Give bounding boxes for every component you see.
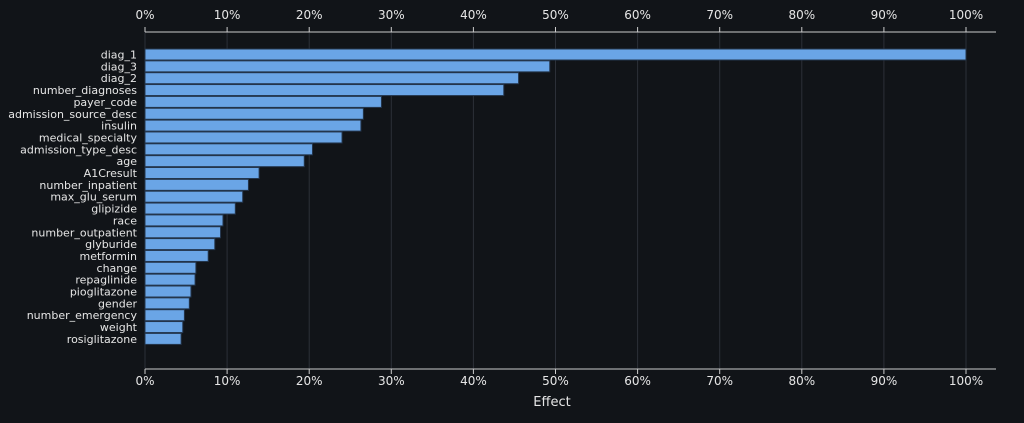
category-label-repaglinide: repaglinide [75,274,137,287]
x-tick-label-bottom-10: 100% [949,374,983,388]
bar-insulin [144,119,362,132]
bar-gender [144,297,190,310]
x-tick-label-bottom-5: 50% [542,374,569,388]
x-tick-label-top-6: 60% [624,8,651,22]
category-label-number_outpatient: number_outpatient [31,226,137,239]
x-tick-label-top-5: 50% [542,8,569,22]
x-tick-label-bottom-9: 90% [871,374,898,388]
category-label-pioglitazone: pioglitazone [70,286,137,299]
category-label-number_inpatient: number_inpatient [39,179,137,192]
category-label-age: age [117,155,138,168]
bar-admission_source_desc [144,107,364,120]
bar-diag_1 [144,48,967,61]
x-tick-label-bottom-1: 10% [214,374,241,388]
x-tick-label-top-10: 100% [949,8,983,22]
bar-number_diagnoses [144,84,505,97]
x-tick-label-bottom-0: 0% [135,374,154,388]
bar-race [144,214,224,227]
category-label-max_glu_serum: max_glu_serum [50,191,137,204]
bar-metformin [144,249,209,262]
category-label-glyburide: glyburide [85,238,137,251]
axes [144,27,996,374]
bar-repaglinide [144,273,196,286]
bar-diag_3 [144,60,551,73]
x-tick-label-top-1: 10% [214,8,241,22]
bar-weight [144,321,184,334]
bar-number_inpatient [144,178,249,191]
x-tick-label-bottom-3: 30% [378,374,405,388]
x-tick-label-bottom-4: 40% [460,374,487,388]
category-label-A1Cresult: A1Cresult [84,167,138,180]
x-tick-label-bottom-6: 60% [624,374,651,388]
category-label-race: race [113,214,137,227]
category-label-gender: gender [98,297,137,310]
bar-glyburide [144,238,216,251]
x-tick-label-top-9: 90% [871,8,898,22]
category-label-weight: weight [100,321,138,334]
x-tick-label-top-7: 70% [706,8,733,22]
category-label-diag_3: diag_3 [101,60,137,73]
category-label-change: change [97,262,138,275]
category-label-admission_type_desc: admission_type_desc [20,143,137,156]
labels: 0% 0% 10% 10% 20% 20% 30% 30% 40% 40% 50% 50% 60% 60%… [8,8,983,388]
x-tick-label-bottom-7: 70% [706,374,733,388]
x-tick-label-top-3: 30% [378,8,405,22]
bar-diag_2 [144,72,520,85]
x-tick-label-top-2: 20% [296,8,323,22]
category-label-number_diagnoses: number_diagnoses [33,84,137,97]
bar-max_glu_serum [144,190,244,203]
x-tick-label-top-0: 0% [135,8,154,22]
category-label-rosiglitazone: rosiglitazone [67,333,137,346]
category-label-metformin: metformin [80,250,137,263]
bar-admission_type_desc [144,143,313,156]
bar-change [144,261,197,274]
category-label-glipizide: glipizide [91,203,137,216]
category-label-diag_1: diag_1 [101,49,137,62]
x-tick-label-top-4: 40% [460,8,487,22]
x-tick-label-top-8: 80% [788,8,815,22]
category-label-insulin: insulin [101,120,137,133]
category-label-medical_specialty: medical_specialty [39,131,138,144]
x-axis-title: Effect [533,395,570,410]
bar-pioglitazone [144,285,192,298]
bar-rosiglitazone [144,332,182,345]
x-tick-label-bottom-2: 20% [296,374,323,388]
bars [144,48,967,345]
bar-number_emergency [144,309,185,322]
bar-age [144,155,305,168]
category-label-number_emergency: number_emergency [27,309,138,322]
bar-payer_code [144,95,382,108]
category-label-diag_2: diag_2 [101,72,137,85]
bar-medical_specialty [144,131,343,144]
bar-A1Cresult [144,167,260,179]
bar-number_outpatient [144,226,222,239]
bar-glipizide [144,202,236,215]
category-label-payer_code: payer_code [73,96,137,109]
x-tick-label-bottom-8: 80% [788,374,815,388]
category-label-admission_source_desc: admission_source_desc [8,108,137,121]
